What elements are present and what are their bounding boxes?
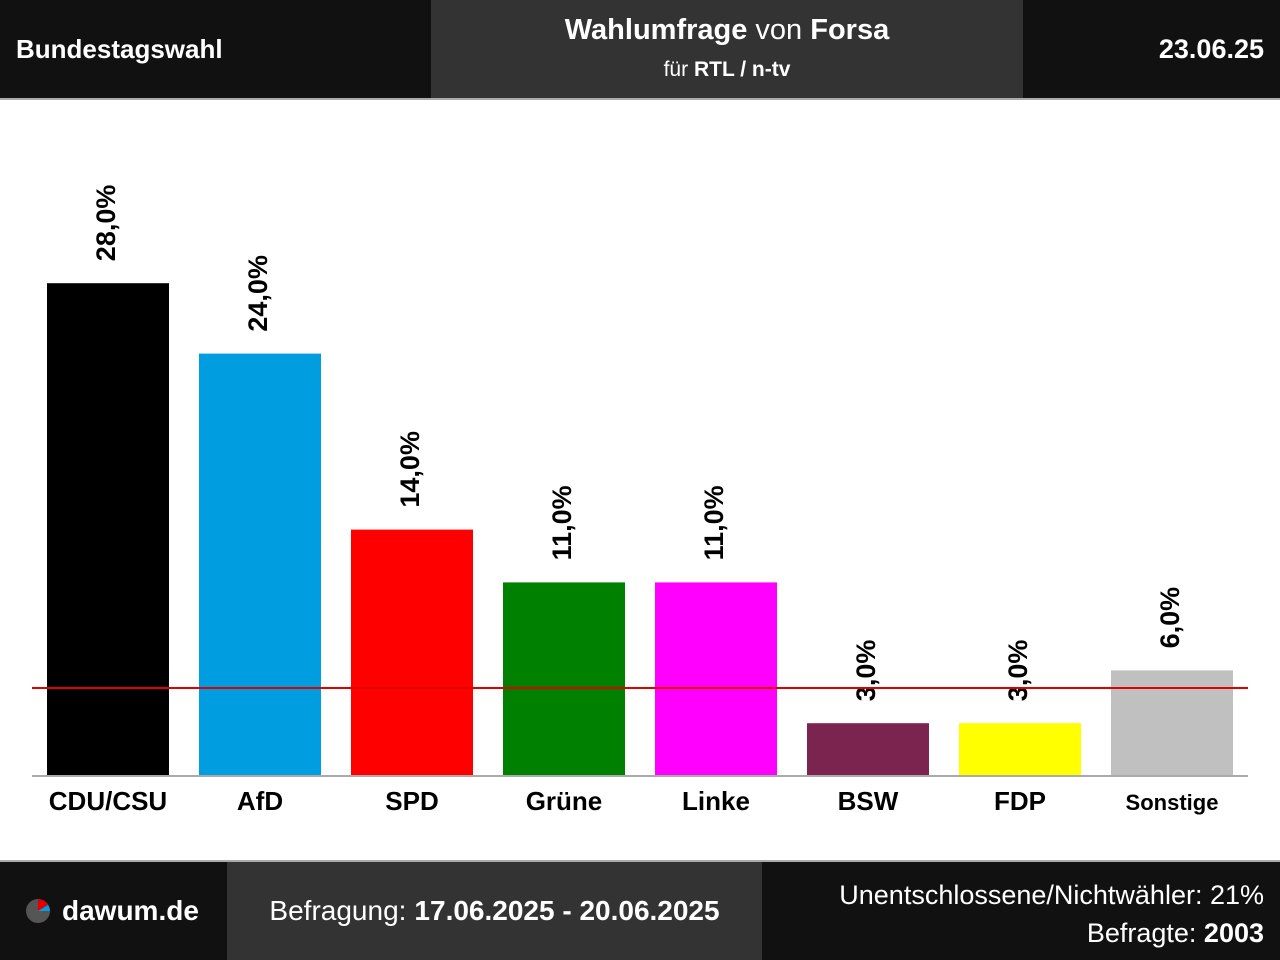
election-title: Bundestagswahl xyxy=(16,34,223,64)
poll-subtitle: für RTL / n-tv xyxy=(431,58,1023,82)
bar-cdu-csu xyxy=(47,283,169,776)
category-label-gr-ne: Grüne xyxy=(526,786,603,816)
bar-sonstige xyxy=(1111,670,1233,776)
bar-gr-ne xyxy=(503,582,625,776)
category-label-afd: AfD xyxy=(237,786,283,816)
category-label-cdu-csu: CDU/CSU xyxy=(49,786,167,816)
survey-period-value: 17.06.2025 - 20.06.2025 xyxy=(414,895,720,926)
value-label-fdp: 3,0% xyxy=(1003,640,1033,702)
poll-title-box: Wahlumfrage von Forsa für RTL / n-tv xyxy=(431,0,1023,98)
footer: dawum.de Befragung: 17.06.2025 - 20.06.2… xyxy=(0,860,1280,960)
bar-chart: 28,0% CDU/CSU 24,0% AfD 14,0% SPD 11,0% Grüne 11… xyxy=(32,185,1248,816)
poll-title: Wahlumfrage von Forsa xyxy=(431,14,1023,47)
value-label-spd: 14,0% xyxy=(395,431,425,508)
bar-afd xyxy=(199,353,321,776)
survey-period-label: Befragung: xyxy=(269,895,407,926)
bar-bsw xyxy=(807,723,929,776)
poll-client: RTL / n-tv xyxy=(693,58,791,81)
bar-spd xyxy=(351,529,473,776)
logo-text: dawum.de xyxy=(62,895,199,926)
value-label-afd: 24,0% xyxy=(243,255,273,332)
category-label-bsw: BSW xyxy=(838,786,899,816)
poll-title-bold: Wahlumfrage xyxy=(564,14,748,46)
bar-linke xyxy=(655,582,777,776)
poll-institute: Forsa xyxy=(810,14,890,46)
bar-fdp xyxy=(959,723,1081,776)
survey-period-box: Befragung: 17.06.2025 - 20.06.2025 xyxy=(227,862,762,960)
respondents-label: Befragte: xyxy=(1086,918,1197,948)
value-label-linke: 11,0% xyxy=(699,485,729,560)
value-label-gr-ne: 11,0% xyxy=(547,485,577,560)
category-label-sonstige: Sonstige xyxy=(1126,790,1219,815)
dawum-logo[interactable]: dawum.de xyxy=(24,862,199,960)
category-label-spd: SPD xyxy=(385,786,438,816)
value-label-cdu-csu: 28,0% xyxy=(91,185,121,262)
poll-date: 23.06.25 xyxy=(1158,34,1264,64)
header: Bundestagswahl Wahlumfrage von Forsa für… xyxy=(0,0,1280,100)
poll-subtitle-prefix: für xyxy=(663,58,689,81)
category-label-fdp: FDP xyxy=(994,786,1046,816)
survey-stats: Unentschlossene/Nichtwähler: 21% Befragt… xyxy=(839,876,1264,952)
respondents: Befragte: 2003 xyxy=(839,914,1264,952)
pie-logo-icon xyxy=(26,899,50,923)
value-label-sonstige: 6,0% xyxy=(1155,587,1185,649)
respondents-value: 2003 xyxy=(1203,918,1264,948)
undecided-share: Unentschlossene/Nichtwähler: 21% xyxy=(839,880,1264,910)
value-label-bsw: 3,0% xyxy=(851,640,881,702)
category-label-linke: Linke xyxy=(682,786,750,816)
poll-title-connector: von xyxy=(755,14,803,46)
